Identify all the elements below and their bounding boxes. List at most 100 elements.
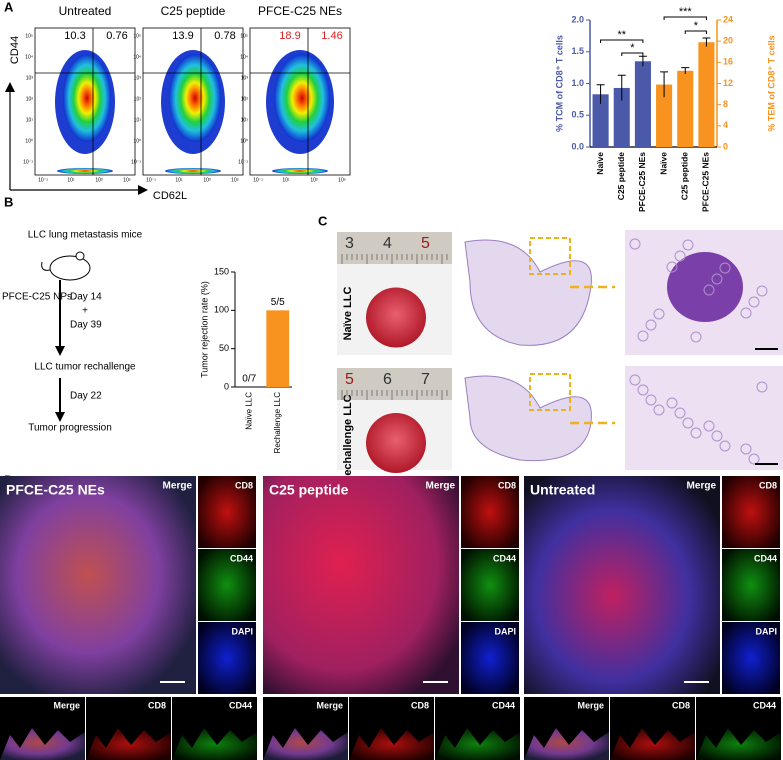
y-tick-label: 2.0 (571, 14, 584, 24)
render-label: CD8 (411, 700, 429, 710)
x-tick-label: 10¹ (67, 177, 75, 183)
ruler-number: 4 (383, 235, 392, 252)
3d-surface (86, 728, 171, 760)
alveolus (703, 284, 715, 296)
y-tick-label: 10¹ (241, 117, 249, 123)
x-tick-label: Naïve LLC (244, 392, 253, 430)
panel-letter: B (4, 194, 13, 209)
significance-bracket (621, 52, 644, 56)
y-tick-label: 10⁰ (25, 138, 33, 144)
y-tick-label: 10¹ (134, 117, 142, 123)
ruler-number: 5 (421, 235, 430, 252)
x-tick-label: 10⁻¹ (38, 177, 48, 183)
zoom-box (529, 237, 571, 275)
channel-image (198, 476, 256, 548)
y-tick-label: 10⁴ (133, 54, 141, 60)
y-tick-label: 10⁰ (240, 138, 248, 144)
channel-label: DAPI (755, 626, 777, 636)
alveolus (690, 331, 702, 343)
3d-surface (172, 728, 257, 760)
alveolus (711, 430, 723, 442)
y-tick-label: 10⁵ (133, 33, 141, 39)
significance-label: *** (679, 6, 693, 18)
y-tick-label: 100 (214, 305, 229, 315)
y-tick-label: 1.0 (571, 78, 584, 88)
y-tick-label: 10¹ (26, 117, 34, 123)
alveolus (748, 296, 760, 308)
x-tick-label: C25 peptide (680, 152, 690, 200)
bar (634, 61, 651, 147)
3d-surface (696, 728, 781, 760)
diagram-text: Day 39 (70, 320, 102, 331)
channel-image (722, 549, 780, 621)
y-tick-label: 10⁵ (25, 33, 33, 39)
y2-tick-label: 4 (723, 120, 728, 130)
ruler-number: 7 (421, 371, 430, 388)
render-label: CD44 (492, 700, 515, 710)
error-bar (702, 37, 711, 47)
significance-label: * (630, 42, 635, 54)
diagram-text: Tumor progression (28, 423, 112, 434)
channel-label: Merge (426, 481, 456, 492)
diagram-text: Day 22 (70, 391, 102, 402)
row-label: Naïve LLC (342, 287, 354, 341)
ruler-number: 3 (345, 235, 354, 252)
panel-letter: A (4, 0, 14, 14)
3d-surface (0, 728, 85, 760)
density-bottom (272, 168, 328, 174)
diagram-text: LLC lung metastasis mice (28, 230, 143, 241)
plot-title: PFCE-C25 NEs (258, 4, 342, 18)
alveolus (645, 394, 657, 406)
y-tick-label: 0.0 (571, 141, 584, 151)
bar (677, 70, 694, 147)
axis-label: CD62L (153, 190, 187, 202)
histology-section (464, 239, 592, 346)
y-tick-label: 10⁻¹ (238, 159, 248, 165)
alveolus (666, 261, 678, 273)
alveolus (674, 250, 686, 262)
density-core (274, 54, 330, 142)
x-tick-label: 10⁻¹ (146, 177, 156, 183)
3d-surface (435, 728, 520, 760)
channel-image (461, 622, 519, 694)
x-tick-label: 10⁻¹ (253, 177, 263, 183)
group-title: Untreated (530, 482, 595, 498)
plot-title: C25 peptide (161, 4, 226, 18)
x-tick-label: PFCE-C25 NEs (637, 152, 647, 212)
render-label: Merge (53, 700, 80, 710)
y2-tick-label: 8 (723, 99, 728, 109)
y2-tick-label: 12 (723, 78, 733, 88)
3d-surface (263, 728, 348, 760)
bar (613, 87, 630, 147)
quadrant-value: 10.3 (64, 30, 85, 42)
render-label: CD8 (148, 700, 166, 710)
group-title: PFCE-C25 NEs (6, 482, 105, 498)
quadrant-value: 0.78 (214, 30, 235, 42)
alveolus (629, 374, 641, 386)
channel-label: DAPI (231, 626, 253, 636)
y2-tick-label: 0 (723, 141, 728, 151)
lung-photo (366, 287, 426, 348)
y-tick-label: 10² (241, 96, 249, 102)
density-core (63, 54, 111, 142)
bar (266, 310, 290, 387)
3d-surface (349, 728, 434, 760)
channel-label: Merge (163, 481, 193, 492)
x-tick-label: 10⁵ (123, 177, 131, 183)
alveolus (629, 238, 641, 250)
lung-photo (366, 413, 426, 473)
diagram-text: LLC tumor rechallenge (34, 362, 136, 373)
fluorescence-image (0, 476, 196, 694)
y-axis-label: % TCM of CD8⁺ T cells (554, 35, 564, 132)
render-label: Merge (316, 700, 343, 710)
alveolus (682, 239, 694, 251)
bar (698, 42, 715, 147)
y2-tick-label: 20 (723, 36, 733, 46)
mouse-tail (41, 261, 51, 271)
y-tick-label: 0 (224, 381, 229, 391)
histology-section (464, 375, 592, 462)
plot-title: Untreated (59, 4, 112, 18)
x-tick-label: Rechallenge LLC (273, 392, 282, 454)
alveolus (637, 384, 649, 396)
